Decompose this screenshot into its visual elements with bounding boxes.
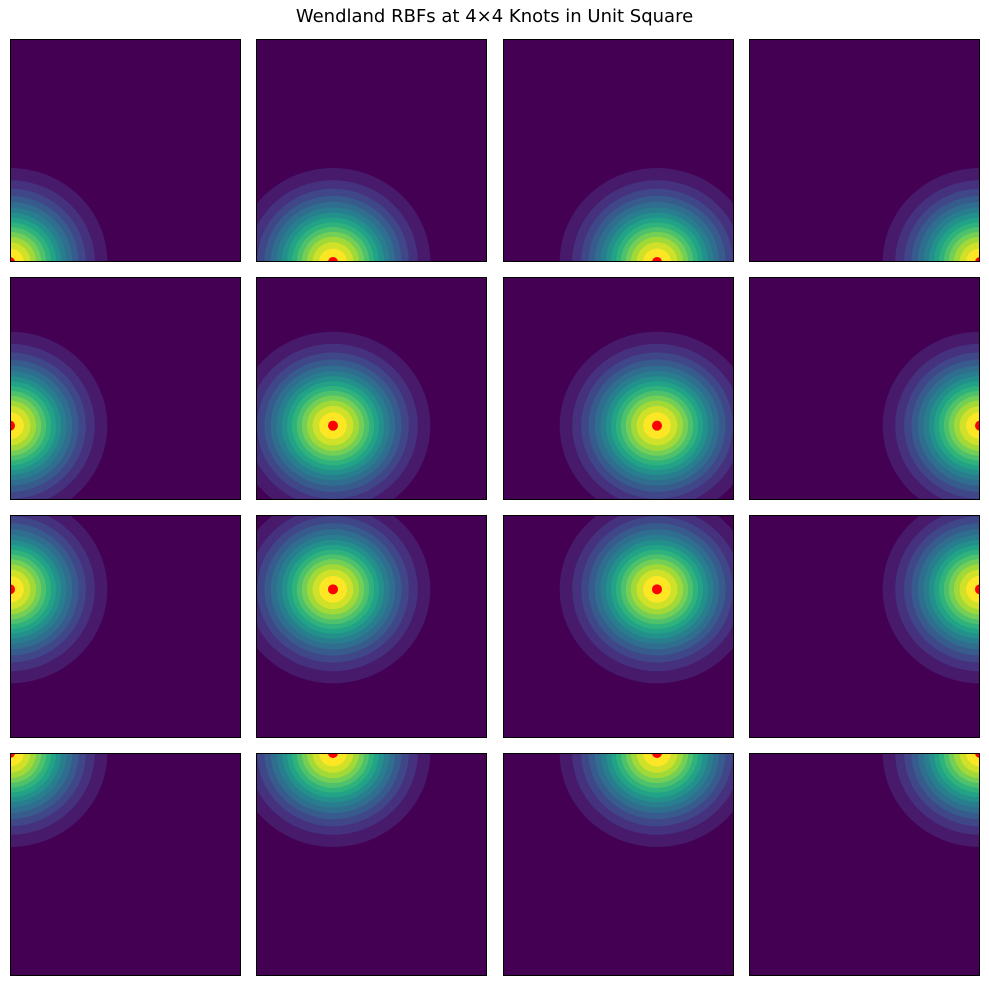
rbf-panel-12	[503, 753, 734, 976]
knot-marker	[327, 257, 338, 262]
axes-frame	[503, 39, 734, 262]
contour-level-14	[10, 412, 24, 440]
knot-marker	[10, 257, 15, 262]
contour-level-14	[10, 575, 24, 603]
axes-frame	[749, 39, 980, 262]
knot-marker	[652, 584, 663, 595]
rbf-panel-5	[256, 39, 487, 262]
rbf-panel-11	[503, 515, 734, 738]
axes-frame	[749, 277, 980, 500]
knot-marker	[975, 257, 980, 262]
axes-frame	[503, 277, 734, 500]
knot-marker	[652, 257, 663, 262]
contour-level-14	[643, 753, 671, 767]
knot-marker	[975, 753, 980, 758]
contour-level-14	[966, 575, 980, 603]
rbf-panel-9	[503, 39, 734, 262]
axes-frame	[503, 515, 734, 738]
knot-marker	[10, 420, 15, 431]
knot-marker	[10, 584, 15, 595]
rbf-panel-14	[749, 277, 980, 500]
axes-frame	[256, 753, 487, 976]
rbf-panel-10	[503, 277, 734, 500]
rbf-panel-1	[10, 39, 241, 262]
axes-frame	[256, 515, 487, 738]
knot-marker	[327, 584, 338, 595]
rbf-panel-6	[256, 277, 487, 500]
knot-marker	[327, 753, 338, 758]
knot-marker	[10, 753, 15, 758]
knot-marker	[975, 420, 980, 431]
contour-level-14	[319, 248, 347, 262]
axes-frame	[256, 39, 487, 262]
knot-marker	[975, 584, 980, 595]
rbf-panel-15	[749, 515, 980, 738]
axes-frame	[10, 277, 241, 500]
contour-level-14	[319, 753, 347, 767]
axes-frame	[749, 515, 980, 738]
rbf-panel-16	[749, 753, 980, 976]
axes-frame	[10, 39, 241, 262]
contour-level-14	[966, 412, 980, 440]
rbf-panel-8	[256, 753, 487, 976]
knot-marker	[652, 420, 663, 431]
axes-frame	[10, 753, 241, 976]
rbf-panel-4	[10, 753, 241, 976]
knot-marker	[327, 420, 338, 431]
figure-title: Wendland RBFs at 4×4 Knots in Unit Squar…	[295, 6, 694, 27]
rbf-panel-3	[10, 515, 241, 738]
axes-frame	[749, 753, 980, 976]
contour-level-14	[643, 248, 671, 262]
rbf-panel-2	[10, 277, 241, 500]
axes-frame	[10, 515, 241, 738]
knot-marker	[652, 753, 663, 758]
rbf-panel-13	[749, 39, 980, 262]
rbf-panel-7	[256, 515, 487, 738]
axes-frame	[256, 277, 487, 500]
axes-frame	[503, 753, 734, 976]
